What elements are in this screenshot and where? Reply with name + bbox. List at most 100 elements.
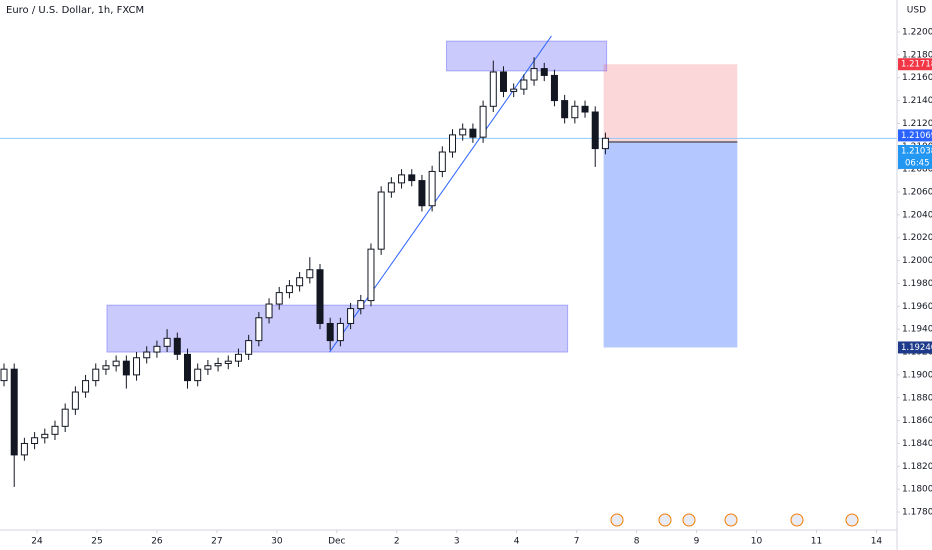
x-tick-label: 4: [514, 537, 520, 547]
candle-body: [112, 360, 120, 367]
y-tick-label: 1.21200: [902, 119, 932, 129]
candle-body: [550, 74, 558, 102]
y-tick-label: 1.18800: [902, 393, 932, 403]
candle-body: [347, 308, 355, 324]
candle-body: [449, 134, 457, 153]
candle-body: [245, 340, 253, 355]
y-tick-label: 1.20600: [902, 188, 932, 198]
candle-body: [31, 437, 39, 444]
candle-body: [438, 151, 446, 172]
plot-area: [0, 35, 897, 487]
candle-body: [601, 137, 609, 150]
stop-badge-label: 1.21718: [901, 60, 932, 70]
candle-body: [561, 100, 569, 119]
event-icon: [682, 513, 696, 527]
candle-body: [194, 368, 202, 382]
y-tick-label: 1.18000: [902, 485, 932, 495]
y-tick-label: 1.20000: [902, 256, 932, 266]
last-price-badge: [898, 129, 932, 142]
y-tick-label: 1.18200: [902, 462, 932, 472]
candle-body: [306, 269, 314, 279]
candle-body: [234, 353, 242, 362]
event-icon: [610, 513, 624, 527]
x-tick-label: 14: [871, 537, 883, 547]
candle-body: [489, 71, 497, 107]
candle-body: [377, 191, 385, 250]
candle-body: [173, 337, 181, 355]
candle-body: [428, 170, 436, 207]
event-icon: [845, 513, 859, 527]
candle-body: [326, 322, 334, 342]
candle-body: [499, 71, 507, 92]
x-tick-label: 2: [394, 537, 400, 547]
candle-body: [133, 357, 141, 376]
y-tick-label: 1.19600: [902, 302, 932, 312]
candle-body: [540, 68, 548, 76]
candle-body: [51, 425, 59, 435]
zone: [446, 40, 608, 72]
x-tick-label: 24: [31, 537, 43, 547]
x-tick-label: 11: [811, 537, 822, 547]
target-badge-label: 1.19240: [901, 343, 932, 353]
y-tick-label: 1.22000: [902, 28, 932, 38]
candle-body: [530, 68, 538, 81]
candle-body: [296, 277, 304, 287]
candle-body: [143, 351, 151, 359]
x-tick-label: 25: [91, 537, 102, 547]
candle-body: [387, 182, 395, 193]
x-tick-label: 10: [751, 537, 763, 547]
candle-body: [153, 345, 161, 353]
candle-body: [10, 368, 18, 456]
entry-badge-label: 1.21038: [901, 146, 932, 156]
y-tick-label: 1.18400: [902, 439, 932, 449]
event-icon: [658, 513, 672, 527]
y-tick-label: 1.21400: [902, 96, 932, 106]
candle-body: [265, 303, 273, 319]
event-icon: [724, 513, 738, 527]
target-badge: [898, 341, 932, 354]
x-tick-label: 8: [634, 537, 640, 547]
y-tick-label: 1.19800: [902, 279, 932, 289]
countdown-badge: [898, 156, 932, 169]
candle-body: [122, 360, 130, 376]
stop-badge: [898, 58, 932, 71]
candle-body: [520, 79, 528, 90]
candle-body: [408, 174, 416, 182]
candle-body: [336, 322, 344, 342]
x-tick-label: 9: [694, 537, 700, 547]
stop-zone: [603, 64, 738, 142]
candle-body: [0, 368, 8, 382]
candle-body: [418, 180, 426, 207]
candle-body: [398, 174, 406, 184]
y-tick-label: 1.21800: [902, 50, 932, 60]
entry-badge: [898, 144, 932, 157]
candle-body: [20, 442, 28, 456]
x-tick-label: Dec: [328, 537, 345, 547]
y-tick-label: 1.20800: [902, 165, 932, 175]
candle-body: [591, 111, 599, 150]
x-tick-label: 27: [211, 537, 222, 547]
candle-body: [71, 391, 79, 410]
event-icon: [790, 513, 804, 527]
x-tick-label: 26: [151, 537, 163, 547]
currency-label: USD: [907, 6, 926, 16]
candle-body: [163, 337, 171, 347]
y-tick-label: 1.19400: [902, 325, 932, 335]
candle-body: [367, 248, 375, 302]
y-tick-label: 1.18600: [902, 416, 932, 426]
target-zone: [603, 141, 738, 348]
y-tick-label: 1.20400: [902, 210, 932, 220]
x-tick-label: 3: [454, 537, 460, 547]
candle-body: [357, 300, 365, 310]
candle-body: [469, 128, 477, 138]
chart-title: Euro / U.S. Dollar, 1h, FXCM: [6, 5, 144, 16]
candle-body: [459, 128, 467, 136]
candle-body: [285, 285, 293, 294]
countdown-label: 06:45: [905, 158, 930, 168]
candle-body: [275, 292, 283, 305]
candle-body: [82, 380, 90, 393]
candle-body: [61, 408, 69, 427]
candle-body: [316, 269, 324, 324]
y-tick-label: 1.21600: [902, 73, 932, 83]
